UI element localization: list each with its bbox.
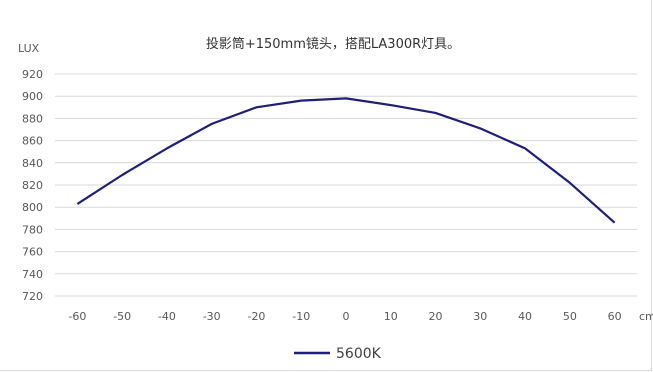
x-tick-label: 10 [384, 310, 398, 323]
x-tick-label: -50 [113, 310, 131, 323]
series-group [76, 97, 616, 224]
x-tick-label: -30 [203, 310, 221, 323]
x-axis-ticks: -60 -50 -40 -30 -20 -10 0 10 20 30 40 50 60 [68, 310, 621, 323]
y-tick-label: 740 [22, 268, 43, 281]
chart-title: 投影筒+150mm镜头，搭配LA300R灯具。 [206, 36, 460, 52]
x-tick-label: -10 [292, 310, 310, 323]
y-tick-label: 920 [22, 68, 43, 81]
series-line-5600k [76, 97, 616, 224]
legend-label-5600k: 5600K [336, 346, 382, 362]
y-tick-label: 820 [22, 179, 43, 192]
x-tick-label: 40 [518, 310, 532, 323]
y-tick-label: 840 [22, 157, 43, 170]
y-tick-label: 760 [22, 246, 43, 259]
x-tick-label: -40 [158, 310, 176, 323]
y-tick-label: 900 [22, 90, 43, 103]
y-tick-label: 860 [22, 135, 43, 148]
x-tick-label: 60 [608, 310, 622, 323]
x-axis-unit-label: cm [639, 310, 653, 323]
y-axis-ticks: 720 740 760 780 800 820 840 860 880 900 920 [22, 68, 43, 303]
legend: 5600K [294, 346, 382, 362]
x-tick-label: 0 [343, 310, 350, 323]
x-tick-label: 20 [429, 310, 443, 323]
x-tick-label: 50 [563, 310, 577, 323]
y-axis-unit-label: LUX [18, 42, 40, 55]
gridlines [55, 73, 637, 297]
y-tick-label: 720 [22, 290, 43, 303]
x-tick-label: 30 [473, 310, 487, 323]
x-tick-label: -60 [68, 310, 86, 323]
x-tick-label: -20 [247, 310, 265, 323]
y-tick-label: 800 [22, 201, 43, 214]
y-tick-label: 880 [22, 112, 43, 125]
y-tick-label: 780 [22, 223, 43, 236]
